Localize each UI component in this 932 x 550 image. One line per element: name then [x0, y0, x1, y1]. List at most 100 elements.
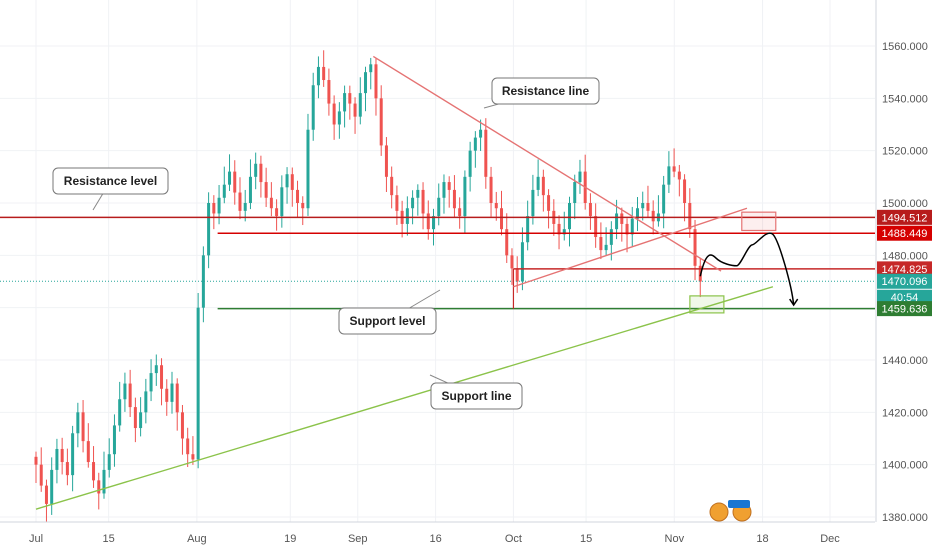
trendlines — [35, 55, 774, 510]
candle-body — [505, 229, 509, 256]
price-tag-label: 1494.512 — [882, 212, 928, 224]
candle-body — [154, 365, 158, 374]
candle-body — [102, 469, 106, 494]
x-tick-label: Aug — [187, 533, 207, 545]
resistance-line-callout: Resistance line — [483, 77, 600, 109]
candle-body — [128, 383, 132, 408]
candle-body — [447, 182, 451, 190]
callout-label: Support level — [349, 314, 425, 328]
highlight-boxes — [689, 211, 777, 314]
candle-body — [301, 203, 305, 209]
candle-body — [71, 433, 75, 476]
candle-body — [217, 197, 221, 214]
candle-body — [343, 93, 347, 112]
candle-body — [677, 171, 681, 180]
y-tick-label: 1480.000 — [882, 250, 928, 262]
candle-body — [416, 189, 420, 198]
y-tick-label: 1440.000 — [882, 355, 928, 367]
horizontal-lines — [0, 216, 875, 310]
candle-body — [625, 223, 629, 235]
candle-body — [667, 166, 671, 185]
candle-body — [536, 176, 540, 190]
candle-body — [133, 407, 137, 429]
candle-body — [39, 464, 43, 486]
candle-body — [473, 137, 477, 151]
candle-body — [547, 195, 551, 211]
y-tick-label: 1540.000 — [882, 93, 928, 105]
candle-body — [630, 218, 634, 235]
candle-body — [233, 171, 237, 193]
candle-body — [201, 255, 205, 308]
candle-body — [526, 216, 530, 243]
callout-label: Resistance level — [64, 174, 157, 188]
candle-body — [186, 438, 190, 455]
price-tag-bg — [877, 273, 932, 289]
resistance-level-callout: Resistance level — [52, 167, 169, 211]
candle-body — [285, 174, 289, 188]
candle-body — [264, 182, 268, 198]
price-tag-bg — [877, 301, 932, 317]
callout-label: Resistance line — [502, 84, 590, 98]
candle-body — [688, 203, 692, 230]
candle-body — [112, 425, 116, 455]
x-tick-label: 18 — [756, 533, 768, 545]
candle-body — [165, 388, 169, 402]
candle-body — [662, 184, 666, 214]
price-tag: 1459.636 — [877, 301, 932, 317]
candle-body — [60, 448, 64, 463]
candle-body — [139, 412, 143, 429]
candle-body — [573, 182, 577, 203]
candle-body — [238, 192, 242, 211]
badge-icon — [728, 500, 750, 508]
candle-body — [248, 176, 252, 203]
projection-curve — [699, 232, 795, 306]
candle-body — [170, 383, 174, 402]
projection-path — [699, 232, 799, 307]
price-tag-label: 1488.449 — [882, 228, 928, 240]
candle-body — [55, 448, 59, 470]
callouts: Resistance line Resistance level Support l… — [52, 77, 600, 410]
support-line-callout: Support line — [429, 374, 523, 410]
candle-body — [269, 197, 273, 209]
candle-body — [588, 203, 592, 217]
candles — [34, 50, 702, 522]
candle-body — [44, 485, 48, 504]
y-tick-label: 1380.000 — [882, 512, 928, 524]
candle-body — [651, 210, 655, 222]
candle-body — [118, 399, 122, 426]
x-tick-label: Oct — [505, 533, 522, 545]
candle-body — [693, 229, 697, 266]
candle-body — [364, 72, 368, 94]
x-tick-label: Nov — [665, 533, 685, 545]
callout-label: Support line — [442, 389, 512, 403]
callout-box — [52, 167, 169, 195]
candle-body — [452, 189, 456, 209]
candle-body — [494, 203, 498, 209]
x-tick-label: Dec — [820, 533, 840, 545]
candle-body — [212, 203, 216, 214]
support-line — [35, 286, 774, 510]
price-tag-label: 1459.636 — [882, 304, 928, 316]
candle-body — [646, 203, 650, 211]
candle-body — [92, 462, 96, 481]
candle-body — [609, 229, 613, 245]
candle-body — [34, 456, 38, 465]
grid — [0, 0, 875, 522]
y-tick-label: 1560.000 — [882, 41, 928, 53]
candle-body — [562, 229, 566, 235]
candle-body — [395, 195, 399, 211]
candle-body — [411, 197, 415, 209]
price-tag-bg — [877, 289, 932, 305]
candle-body — [107, 454, 111, 470]
candle-body — [50, 469, 54, 504]
support-touch-box — [689, 295, 725, 314]
x-tick-label: Jul — [29, 533, 43, 545]
candle-body — [254, 163, 258, 177]
candle-body — [620, 213, 624, 224]
candle-body — [180, 412, 184, 439]
candle-body — [442, 182, 446, 198]
candle-body — [604, 244, 608, 251]
candle-body — [290, 174, 294, 190]
candle-body — [353, 103, 357, 117]
